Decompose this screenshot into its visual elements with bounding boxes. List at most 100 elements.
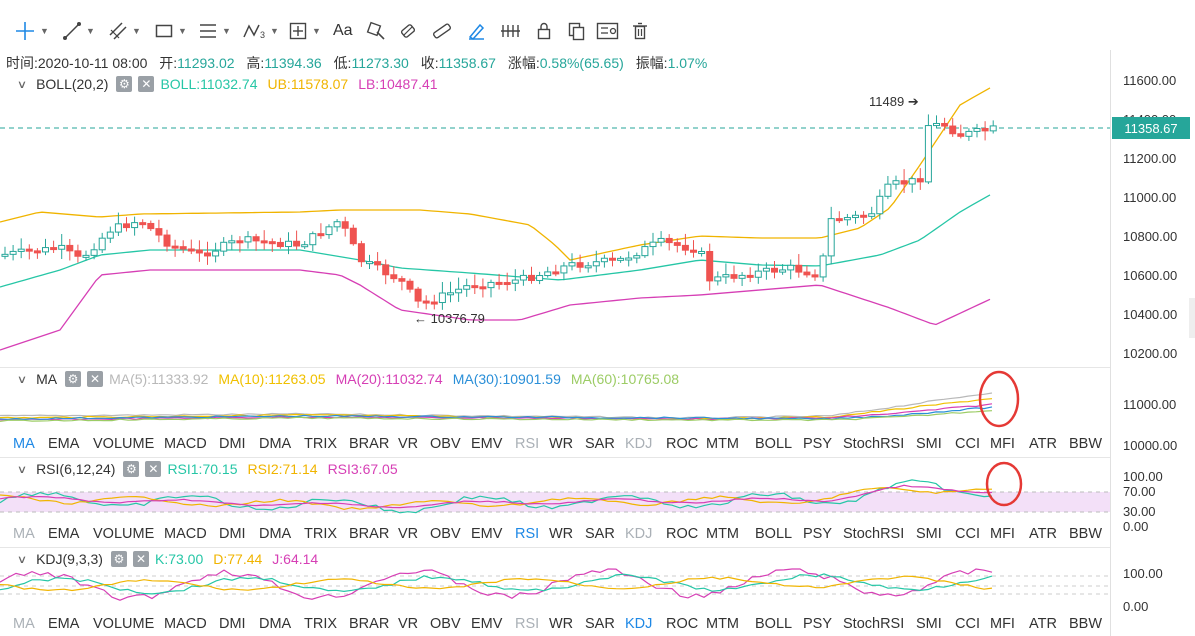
tab-dmi[interactable]: DMI [219,526,246,542]
brush-tool[interactable] [366,18,386,44]
tab-macd[interactable]: MACD [164,526,207,542]
tab-bbw[interactable]: BBW [1069,436,1103,452]
ma-pane[interactable] [0,390,1110,434]
tab-psy[interactable]: PSY [803,436,833,452]
kdj-close-icon[interactable]: ✕ [132,551,149,567]
tab-bbw[interactable]: BBW [1069,526,1103,542]
tab-stochrsi[interactable]: StochRSI [843,526,905,542]
tab-trix[interactable]: TRIX [304,526,338,542]
tab-ema[interactable]: EMA [48,436,80,452]
delete-tool[interactable] [630,18,650,44]
ma-settings-gear-icon[interactable]: ⚙ [65,371,82,387]
tab-boll[interactable]: BOLL [755,526,793,542]
tab-smi[interactable]: SMI [916,526,942,542]
tab-wr[interactable]: WR [549,616,574,632]
rectangle-tool[interactable]: ▼ [154,18,187,44]
candlestick-pane[interactable] [0,70,1110,368]
tab-emv[interactable]: EMV [471,616,503,632]
tab-bbw[interactable]: BBW [1069,616,1103,632]
tab-cci[interactable]: CCI [955,616,980,632]
tab-obv[interactable]: OBV [430,526,461,542]
tab-vr[interactable]: VR [398,526,419,542]
tab-obv[interactable]: OBV [430,616,461,632]
ma-close-icon[interactable]: ✕ [87,371,104,387]
tab-macd[interactable]: MACD [164,616,207,632]
tab-atr[interactable]: ATR [1029,616,1057,632]
tab-dmi[interactable]: DMI [219,616,246,632]
tab-stochrsi[interactable]: StochRSI [843,616,905,632]
tab-sar[interactable]: SAR [585,526,615,542]
tab-dmi[interactable]: DMI [219,436,246,452]
tab-volume[interactable]: VOLUME [93,436,155,452]
tab-psy[interactable]: PSY [803,526,833,542]
tab-emv[interactable]: EMV [471,526,503,542]
tab-trix[interactable]: TRIX [304,436,338,452]
tab-mfi[interactable]: MFI [990,526,1015,542]
tab-brar[interactable]: BRAR [349,436,390,452]
kdj-collapse-chevron-icon[interactable]: ∨ [16,553,28,566]
tab-mfi[interactable]: MFI [990,436,1015,452]
tab-ma[interactable]: MA [13,436,35,452]
parallel-lines-tool[interactable]: ▼ [108,18,141,44]
tab-mtm[interactable]: MTM [706,436,740,452]
copy-tool[interactable] [566,18,586,44]
tab-smi[interactable]: SMI [916,436,942,452]
tab-vr[interactable]: VR [398,436,419,452]
rsi-pane[interactable] [0,478,1110,524]
tab-roc[interactable]: ROC [666,616,699,632]
tab-stochrsi[interactable]: StochRSI [843,436,905,452]
tab-trix[interactable]: TRIX [304,616,338,632]
wave-tool[interactable]: 3 ▼ [242,18,279,44]
hide-tool[interactable] [534,18,554,44]
tab-mfi[interactable]: MFI [990,616,1015,632]
measure-tool[interactable]: ▼ [288,18,321,44]
tab-vr[interactable]: VR [398,616,419,632]
boll-close-icon[interactable]: ✕ [138,76,155,92]
tab-mtm[interactable]: MTM [706,616,740,632]
tab-kdj[interactable]: KDJ [625,526,653,542]
line-tool[interactable]: ▼ [62,18,95,44]
tab-psy[interactable]: PSY [803,616,833,632]
tab-volume[interactable]: VOLUME [93,616,155,632]
rsi-close-icon[interactable]: ✕ [145,461,162,477]
boll-settings-gear-icon[interactable]: ⚙ [116,76,133,92]
rsi-settings-gear-icon[interactable]: ⚙ [123,461,140,477]
tab-emv[interactable]: EMV [471,436,503,452]
tab-ema[interactable]: EMA [48,526,80,542]
eraser-tool[interactable] [398,18,418,44]
tab-kdj[interactable]: KDJ [625,616,653,632]
tab-macd[interactable]: MACD [164,436,207,452]
lock-tool[interactable] [500,18,522,44]
tab-roc[interactable]: ROC [666,526,699,542]
boll-collapse-chevron-icon[interactable]: ∨ [16,78,28,91]
ruler-tool[interactable] [432,18,452,44]
tab-boll[interactable]: BOLL [755,616,793,632]
tab-rsi[interactable]: RSI [515,436,540,452]
tab-dma[interactable]: DMA [259,616,292,632]
tab-atr[interactable]: ATR [1029,526,1057,542]
tab-rsi[interactable]: RSI [515,526,540,542]
kdj-settings-gear-icon[interactable]: ⚙ [110,551,127,567]
text-tool[interactable]: Aa [333,18,353,44]
rsi-collapse-chevron-icon[interactable]: ∨ [16,463,28,476]
tab-wr[interactable]: WR [549,436,574,452]
kdj-pane[interactable] [0,568,1110,614]
tab-sar[interactable]: SAR [585,436,615,452]
settings-tool[interactable] [596,18,620,44]
tab-wr[interactable]: WR [549,526,574,542]
tab-mtm[interactable]: MTM [706,526,740,542]
tab-roc[interactable]: ROC [666,436,699,452]
tab-brar[interactable]: BRAR [349,526,390,542]
tab-cci[interactable]: CCI [955,526,980,542]
tab-brar[interactable]: BRAR [349,616,390,632]
tab-kdj[interactable]: KDJ [625,436,653,452]
tab-atr[interactable]: ATR [1029,436,1057,452]
magnet-tool[interactable] [466,18,486,44]
tab-ema[interactable]: EMA [48,616,80,632]
tab-cci[interactable]: CCI [955,436,980,452]
tab-smi[interactable]: SMI [916,616,942,632]
tab-sar[interactable]: SAR [585,616,615,632]
tab-ma[interactable]: MA [13,526,35,542]
ma-collapse-chevron-icon[interactable]: ∨ [16,373,28,386]
tab-boll[interactable]: BOLL [755,436,793,452]
